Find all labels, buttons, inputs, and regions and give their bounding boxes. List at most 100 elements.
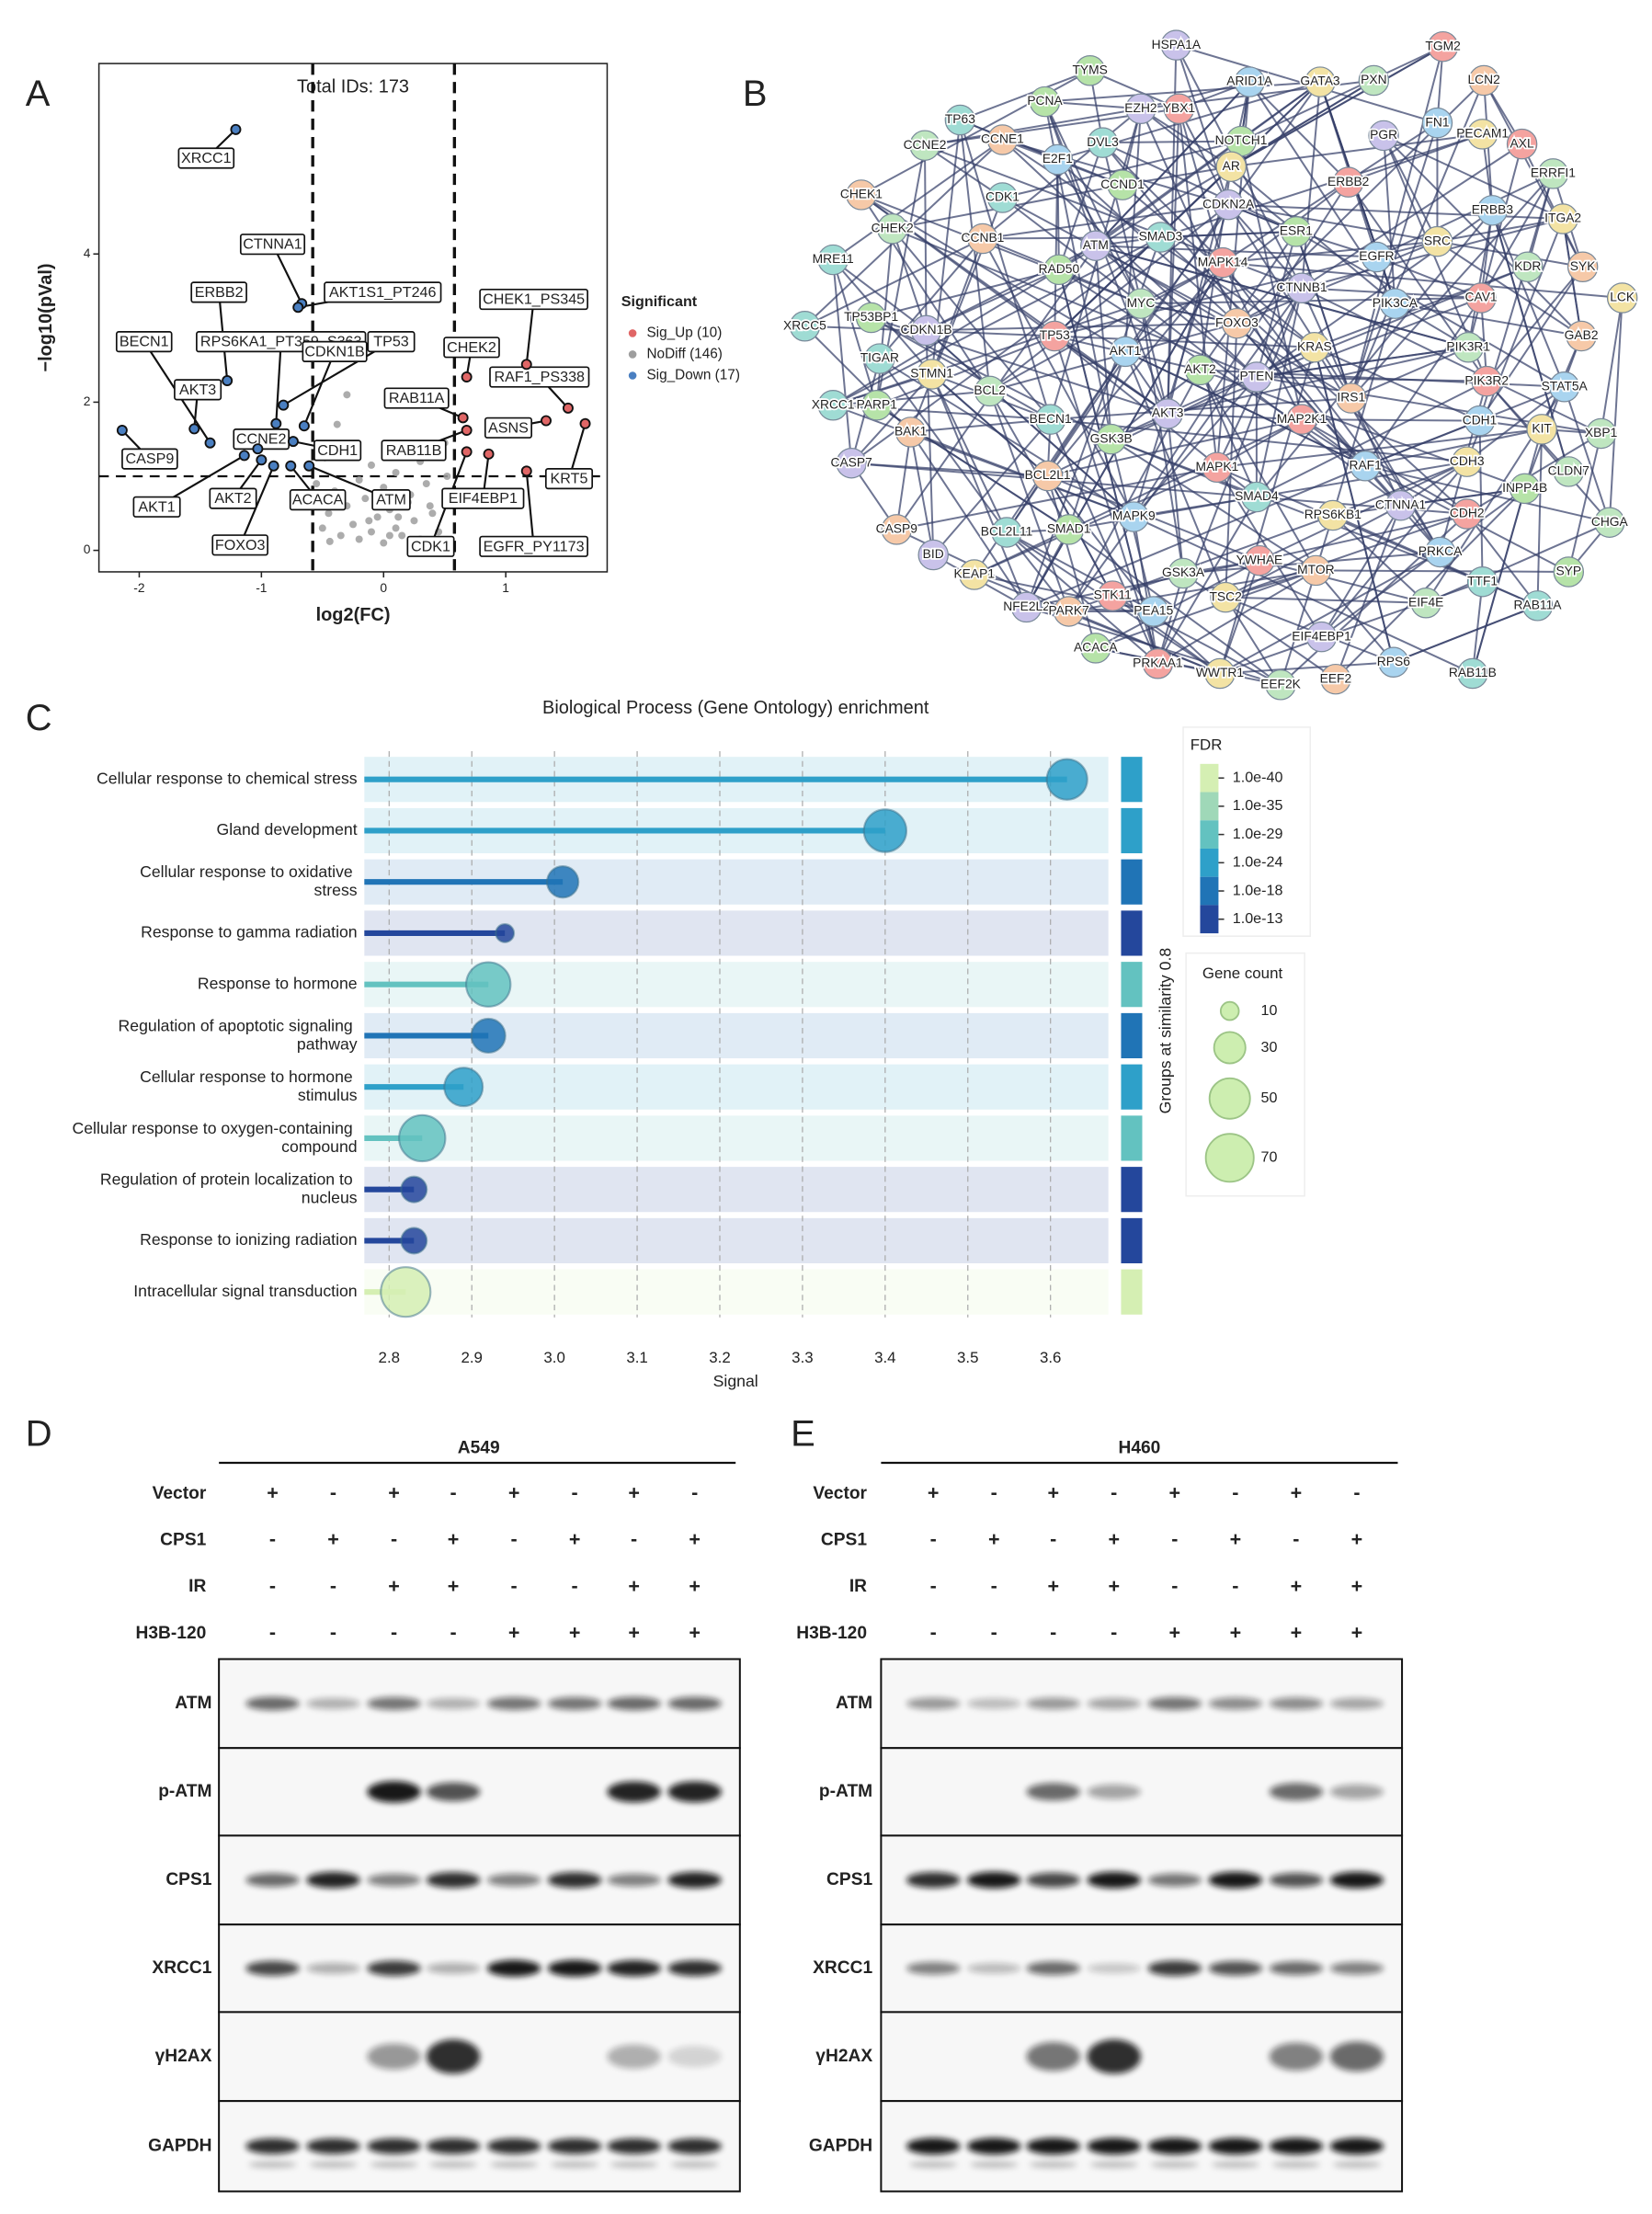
blot-frame [880,2011,1404,2103]
band [967,2138,1021,2155]
point [373,513,382,521]
network-node [876,213,908,245]
condition-sign: + [689,1575,701,1597]
band [367,1960,421,1977]
category-label: Gland development [217,820,358,839]
edge [1133,516,1474,675]
edge [1178,108,1218,468]
band [1026,1783,1080,1801]
edge [832,373,932,406]
edge [1256,376,1487,382]
condition-sign: - [1050,1621,1056,1643]
condition-sign: + [689,1621,701,1643]
label-box [371,489,411,511]
point [278,399,290,411]
network-node [1213,188,1244,221]
condition-sign: - [391,1528,397,1550]
label-box [406,535,455,557]
band [1329,2138,1384,2155]
condition-label: H3B-120 [136,1624,207,1643]
band [906,1872,961,1889]
edge [1332,461,1468,517]
legend-swatch [628,329,637,337]
edge [1068,496,1258,531]
point [333,420,341,428]
node-label: CHEK1 [840,187,883,201]
size-swatch [1208,1077,1251,1120]
edge [1521,143,1584,268]
condition-sign: - [691,1481,698,1503]
band [607,1960,661,1977]
network-node [1074,55,1106,86]
edge [1002,140,1242,199]
point [204,437,216,449]
edge [871,268,1060,319]
condition-sign: + [1230,1621,1242,1643]
network-node [1053,514,1085,545]
node-label: PRKAA1 [1133,655,1183,669]
network-node [944,104,976,136]
edge [1302,418,1480,422]
edge [1167,413,1185,574]
node-label: MAPK1 [1195,459,1238,474]
node-label: STMN1 [910,366,953,381]
point [270,417,282,429]
cell-line: A549 [458,1439,500,1458]
node-label: MRE11 [813,251,854,266]
node-label: BID [923,546,944,561]
edge [1425,521,1611,604]
x-tick-label: 2.9 [461,1349,482,1366]
band [1269,1783,1324,1801]
edge [1364,464,1611,524]
point-label: ASNS [488,419,529,436]
edge [982,203,1229,240]
node-label: MAP2K1 [1277,411,1327,426]
condition-sign: - [631,1528,637,1550]
network-node [1034,404,1066,435]
node-label: NFE2L2 [1003,599,1050,613]
node-label: ATM [1083,237,1109,252]
group-bar [1121,1012,1143,1059]
edge [1101,142,1366,467]
edge [1124,350,1366,467]
band [309,2161,358,2169]
edge [860,193,1142,305]
point-label: AKT2 [214,490,251,507]
edge [1350,173,1555,399]
point [380,539,388,547]
network-node [864,343,895,374]
edge [1219,560,1260,674]
edge [1383,134,1582,337]
node-label: ARID1A [1226,74,1273,88]
legend-swatch [1200,820,1219,849]
network-node [1286,404,1317,435]
legend-label: 30 [1261,1039,1278,1056]
node-label: PEA15 [1134,603,1173,618]
band [607,2044,661,2069]
panel-label: B [743,74,768,114]
legend-label: Sig_Down (17) [646,368,740,383]
edge [1133,516,1159,664]
network-node [861,390,893,421]
x-tick-label: 3.3 [792,1349,813,1366]
legend-title: Significant [621,293,698,310]
node-label: MYC [1127,295,1156,310]
node-label: SMAD3 [1139,229,1183,244]
legend-swatch [1200,763,1219,793]
edge [1364,385,1566,467]
band [1147,1960,1202,1977]
condition-sign: - [391,1621,397,1643]
edge [1332,514,1427,604]
band [367,1696,421,1710]
network-node [1471,365,1502,397]
band [667,1872,722,1889]
network-node [855,302,887,334]
point [367,461,375,469]
edge [1044,81,1321,103]
point [325,537,334,545]
network-node [1142,648,1174,679]
band [245,1960,300,1976]
band [909,2161,958,2169]
band [490,2161,539,2169]
point-label: CHEK2 [447,339,496,356]
